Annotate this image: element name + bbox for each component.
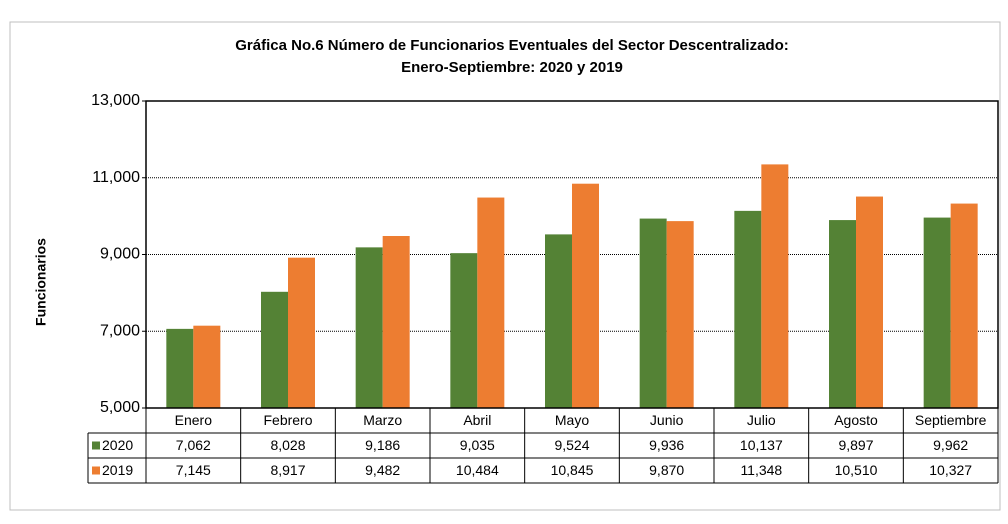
- table-value: 9,035: [460, 437, 495, 453]
- x-tick-label: Septiembre: [915, 412, 987, 428]
- bar: [734, 210, 762, 408]
- legend-swatch: [92, 441, 100, 450]
- bar: [261, 291, 288, 408]
- bar: [923, 217, 951, 408]
- x-tick-label: Febrero: [263, 412, 312, 428]
- table-value: 9,897: [838, 437, 873, 453]
- y-tick-label: 7,000: [100, 322, 140, 339]
- table-value: 9,524: [554, 437, 589, 453]
- x-tick-label: Abril: [463, 412, 491, 428]
- x-tick-label: Mayo: [555, 412, 589, 428]
- plot-border: [145, 100, 999, 409]
- bar: [545, 234, 572, 408]
- bar: [666, 221, 694, 408]
- bar: [829, 220, 856, 408]
- y-axis-label: Funcionarios: [33, 238, 49, 326]
- table-value: 11,348: [740, 462, 782, 478]
- bar: [761, 164, 789, 408]
- bar: [193, 325, 221, 408]
- x-tick-label: Marzo: [363, 412, 402, 428]
- bar: [856, 196, 883, 408]
- x-tick-label: Enero: [175, 412, 213, 428]
- table-value: 7,062: [176, 437, 211, 453]
- table-value: 9,962: [933, 437, 968, 453]
- table-value: 9,482: [365, 462, 400, 478]
- table-value: 9,936: [649, 437, 684, 453]
- bar: [950, 203, 978, 408]
- table-value: 7,145: [176, 462, 211, 478]
- y-tick-label: 5,000: [100, 399, 140, 416]
- table-value: 10,327: [929, 462, 972, 478]
- legend-label: 2020: [102, 437, 133, 453]
- bar: [382, 236, 410, 408]
- x-tick-label: Julio: [747, 412, 776, 428]
- table-value: 8,917: [270, 462, 305, 478]
- y-tick-label: 9,000: [100, 246, 140, 263]
- x-tick-label: Junio: [650, 412, 684, 428]
- table-value: 10,510: [835, 462, 878, 478]
- bar: [572, 183, 599, 408]
- legend-label: 2019: [102, 462, 133, 478]
- table-value: 8,028: [270, 437, 305, 453]
- chart-title: Enero-Septiembre: 2020 y 2019: [401, 59, 623, 76]
- bar: [355, 247, 383, 408]
- legend-swatch: [92, 466, 100, 475]
- bar: [639, 218, 667, 408]
- bar: [477, 197, 505, 408]
- x-tick-label: Agosto: [834, 412, 878, 428]
- table-value: 10,484: [456, 462, 499, 478]
- y-tick-label: 11,000: [92, 169, 140, 186]
- bar: [450, 253, 478, 408]
- bar: [288, 257, 315, 408]
- chart-title: Gráfica No.6 Número de Funcionarios Even…: [235, 37, 789, 54]
- table-value: 10,845: [551, 462, 594, 478]
- bar: [166, 328, 194, 408]
- y-tick-label: 13,000: [91, 92, 140, 109]
- table-value: 9,870: [649, 462, 684, 478]
- table-value: 10,137: [740, 437, 783, 453]
- table-value: 9,186: [365, 437, 400, 453]
